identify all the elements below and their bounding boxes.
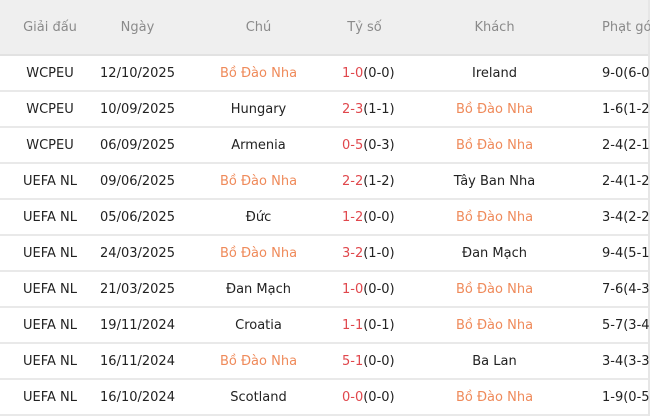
header-league: Giải đấu [23,19,77,35]
half-time-score: (1-2) [363,173,395,189]
date-cell: 06/09/2025 [100,137,175,153]
full-time-score: 3-2 [342,245,364,261]
league-cell: WCPEU [26,65,74,81]
date-cell: 12/10/2025 [100,65,175,81]
full-time-score: 0-5 [342,137,364,153]
date-cell: 21/03/2025 [100,281,175,297]
table-row: WCPEU 10/09/2025 Hungary 2-3(1-1) Bồ Đào… [0,92,650,128]
half-time-score: (1-0) [363,245,395,261]
league-cell: UEFA NL [22,173,77,189]
corners-cell: 2-4(1-2) [602,173,650,189]
home-team-cell: Đức [245,209,272,225]
corners-cell: 1-9(0-5) [602,389,650,405]
date-cell: 24/03/2025 [100,245,175,261]
league-cell: WCPEU [26,101,74,117]
half-time-score: (0-1) [363,317,395,333]
score-cell: 2-3(1-1) [342,101,395,117]
table-row: UEFA NL 16/11/2024 Bồ Đào Nha 5-1(0-0) B… [0,344,650,380]
league-cell: UEFA NL [22,245,77,261]
score-cell: 3-2(1-0) [342,245,395,261]
header-score: Tỷ số [347,19,382,35]
corners-cell: 9-4(5-1) [602,245,650,261]
away-team-cell: Bồ Đào Nha [455,101,534,117]
date-cell: 09/06/2025 [100,173,175,189]
league-cell: UEFA NL [22,353,77,369]
away-team-cell: Ireland [472,65,517,81]
date-cell: 16/10/2024 [100,389,175,405]
half-time-score: (0-0) [363,281,395,297]
header-corners: Phạt góc [602,19,650,35]
league-cell: UEFA NL [22,209,77,225]
away-team-cell: Bồ Đào Nha [455,209,534,225]
corners-cell: 7-6(4-3) [602,281,650,297]
table-row: WCPEU 12/10/2025 Bồ Đào Nha 1-0(0-0) Ire… [0,56,650,92]
home-team-cell: Scotland [230,389,287,405]
full-time-score: 1-1 [342,317,364,333]
score-cell: 1-0(0-0) [342,281,395,297]
table-row: UEFA NL 05/06/2025 Đức 1-2(0-0) Bồ Đào N… [0,200,650,236]
date-cell: 05/06/2025 [100,209,175,225]
half-time-score: (0-0) [363,209,395,225]
league-cell: UEFA NL [22,317,77,333]
score-cell: 2-2(1-2) [342,173,395,189]
date-cell: 19/11/2024 [100,317,175,333]
half-time-score: (1-1) [363,101,395,117]
corners-cell: 1-6(1-2) [602,101,650,117]
score-cell: 1-0(0-0) [342,65,395,81]
header-home: Chú [245,19,272,35]
half-time-score: (0-0) [363,353,395,369]
score-cell: 0-0(0-0) [342,389,395,405]
corners-cell: 3-4(3-3) [602,353,650,369]
corners-cell: 9-0(6-0) [602,65,650,81]
half-time-score: (0-3) [363,137,395,153]
header-away: Khách [474,19,515,35]
date-cell: 10/09/2025 [100,101,175,117]
full-time-score: 2-2 [342,173,364,189]
home-team-cell: Bồ Đào Nha [219,173,298,189]
home-team-cell: Bồ Đào Nha [219,353,298,369]
away-team-cell: Ba Lan [472,353,517,369]
table-row: UEFA NL 16/10/2024 Scotland 0-0(0-0) Bồ … [0,380,650,416]
table-row: UEFA NL 09/06/2025 Bồ Đào Nha 2-2(1-2) T… [0,164,650,200]
home-team-cell: Croatia [235,317,282,333]
away-team-cell: Bồ Đào Nha [455,389,534,405]
home-team-cell: Bồ Đào Nha [219,65,298,81]
table-row: WCPEU 06/09/2025 Armenia 0-5(0-3) Bồ Đào… [0,128,650,164]
home-team-cell: Armenia [231,137,286,153]
corners-cell: 2-4(2-1) [602,137,650,153]
date-cell: 16/11/2024 [100,353,175,369]
score-cell: 1-2(0-0) [342,209,395,225]
full-time-score: 1-0 [342,281,364,297]
table-header: Giải đấu Ngày Chú Tỷ số Khách Phạt góc [0,0,650,56]
full-time-score: 1-2 [342,209,364,225]
half-time-score: (0-0) [363,389,395,405]
league-cell: WCPEU [26,137,74,153]
home-team-cell: Hungary [230,101,287,117]
table-row: UEFA NL 24/03/2025 Bồ Đào Nha 3-2(1-0) Đ… [0,236,650,272]
table-row: UEFA NL 21/03/2025 Đan Mạch 1-0(0-0) Bồ … [0,272,650,308]
full-time-score: 5-1 [342,353,364,369]
header-date: Ngày [120,19,155,35]
score-cell: 5-1(0-0) [342,353,395,369]
home-team-cell: Bồ Đào Nha [219,245,298,261]
league-cell: UEFA NL [22,389,77,405]
away-team-cell: Tây Ban Nha [453,173,536,189]
score-cell: 0-5(0-3) [342,137,395,153]
away-team-cell: Bồ Đào Nha [455,317,534,333]
full-time-score: 0-0 [342,389,364,405]
away-team-cell: Bồ Đào Nha [455,281,534,297]
full-time-score: 1-0 [342,65,364,81]
full-time-score: 2-3 [342,101,364,117]
home-team-cell: Đan Mạch [226,281,291,297]
half-time-score: (0-0) [363,65,395,81]
league-cell: UEFA NL [22,281,77,297]
away-team-cell: Bồ Đào Nha [455,137,534,153]
corners-cell: 3-4(2-2) [602,209,650,225]
score-cell: 1-1(0-1) [342,317,395,333]
corners-cell: 5-7(3-4) [602,317,650,333]
away-team-cell: Đan Mạch [462,245,527,261]
table-row: UEFA NL 19/11/2024 Croatia 1-1(0-1) Bồ Đ… [0,308,650,344]
